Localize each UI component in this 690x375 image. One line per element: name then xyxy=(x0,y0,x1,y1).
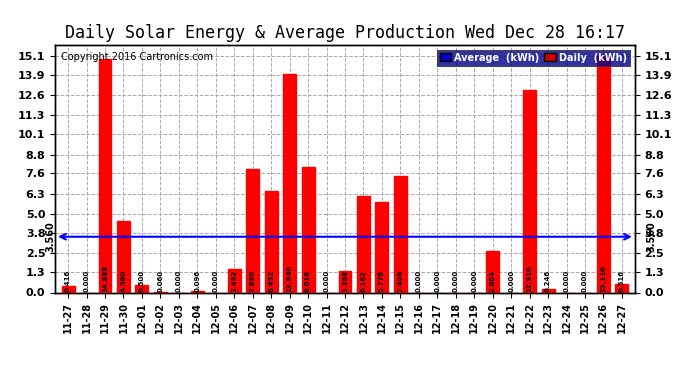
Bar xyxy=(615,284,629,292)
Text: 0.060: 0.060 xyxy=(157,270,164,292)
Text: 0.000: 0.000 xyxy=(213,270,219,292)
Text: 0.000: 0.000 xyxy=(324,270,330,292)
Text: 0.416: 0.416 xyxy=(65,270,71,292)
Bar xyxy=(246,169,259,292)
Bar xyxy=(283,74,296,292)
Bar xyxy=(302,167,315,292)
Text: 0.096: 0.096 xyxy=(195,270,200,292)
Bar xyxy=(117,221,130,292)
Text: 6.162: 6.162 xyxy=(360,271,366,292)
Text: 12.910: 12.910 xyxy=(526,266,533,292)
Text: 13.940: 13.940 xyxy=(286,265,293,292)
Text: 3.560: 3.560 xyxy=(46,221,56,252)
Text: 7.880: 7.880 xyxy=(250,270,256,292)
Text: 0.500: 0.500 xyxy=(139,270,145,292)
Bar xyxy=(265,191,277,292)
Bar xyxy=(523,90,536,292)
Text: 0.000: 0.000 xyxy=(453,270,459,292)
Text: 0.000: 0.000 xyxy=(83,270,90,292)
Text: 0.516: 0.516 xyxy=(619,270,625,292)
Bar xyxy=(339,271,351,292)
Title: Daily Solar Energy & Average Production Wed Dec 28 16:17: Daily Solar Energy & Average Production … xyxy=(65,24,625,42)
Bar xyxy=(394,177,407,292)
Text: 4.560: 4.560 xyxy=(121,270,126,292)
Text: 15.116: 15.116 xyxy=(600,266,607,292)
Text: 0.000: 0.000 xyxy=(508,270,514,292)
Bar xyxy=(154,291,167,292)
Text: 1.368: 1.368 xyxy=(342,270,348,292)
Bar xyxy=(228,269,241,292)
Text: 0.246: 0.246 xyxy=(545,270,551,292)
Legend: Average  (kWh), Daily  (kWh): Average (kWh), Daily (kWh) xyxy=(437,50,630,66)
Text: 7.406: 7.406 xyxy=(397,270,404,292)
Bar xyxy=(542,289,555,292)
Bar xyxy=(99,59,112,292)
Bar xyxy=(61,286,75,292)
Text: 3.560: 3.560 xyxy=(647,221,656,252)
Text: 14.888: 14.888 xyxy=(102,265,108,292)
Bar xyxy=(486,251,499,292)
Text: 0.000: 0.000 xyxy=(582,270,588,292)
Text: 0.000: 0.000 xyxy=(564,270,569,292)
Text: 5.776: 5.776 xyxy=(379,270,385,292)
Text: 2.664: 2.664 xyxy=(490,270,495,292)
Text: Copyright 2016 Cartronics.com: Copyright 2016 Cartronics.com xyxy=(61,53,213,62)
Text: 0.000: 0.000 xyxy=(176,270,182,292)
Text: 6.492: 6.492 xyxy=(268,270,274,292)
Text: 0.000: 0.000 xyxy=(416,270,422,292)
Bar xyxy=(597,56,610,292)
Text: 8.016: 8.016 xyxy=(305,270,311,292)
Bar xyxy=(191,291,204,292)
Bar xyxy=(375,202,388,292)
Bar xyxy=(135,285,148,292)
Text: 0.000: 0.000 xyxy=(471,270,477,292)
Text: 1.492: 1.492 xyxy=(231,270,237,292)
Text: 0.000: 0.000 xyxy=(434,270,440,292)
Bar xyxy=(357,196,370,292)
